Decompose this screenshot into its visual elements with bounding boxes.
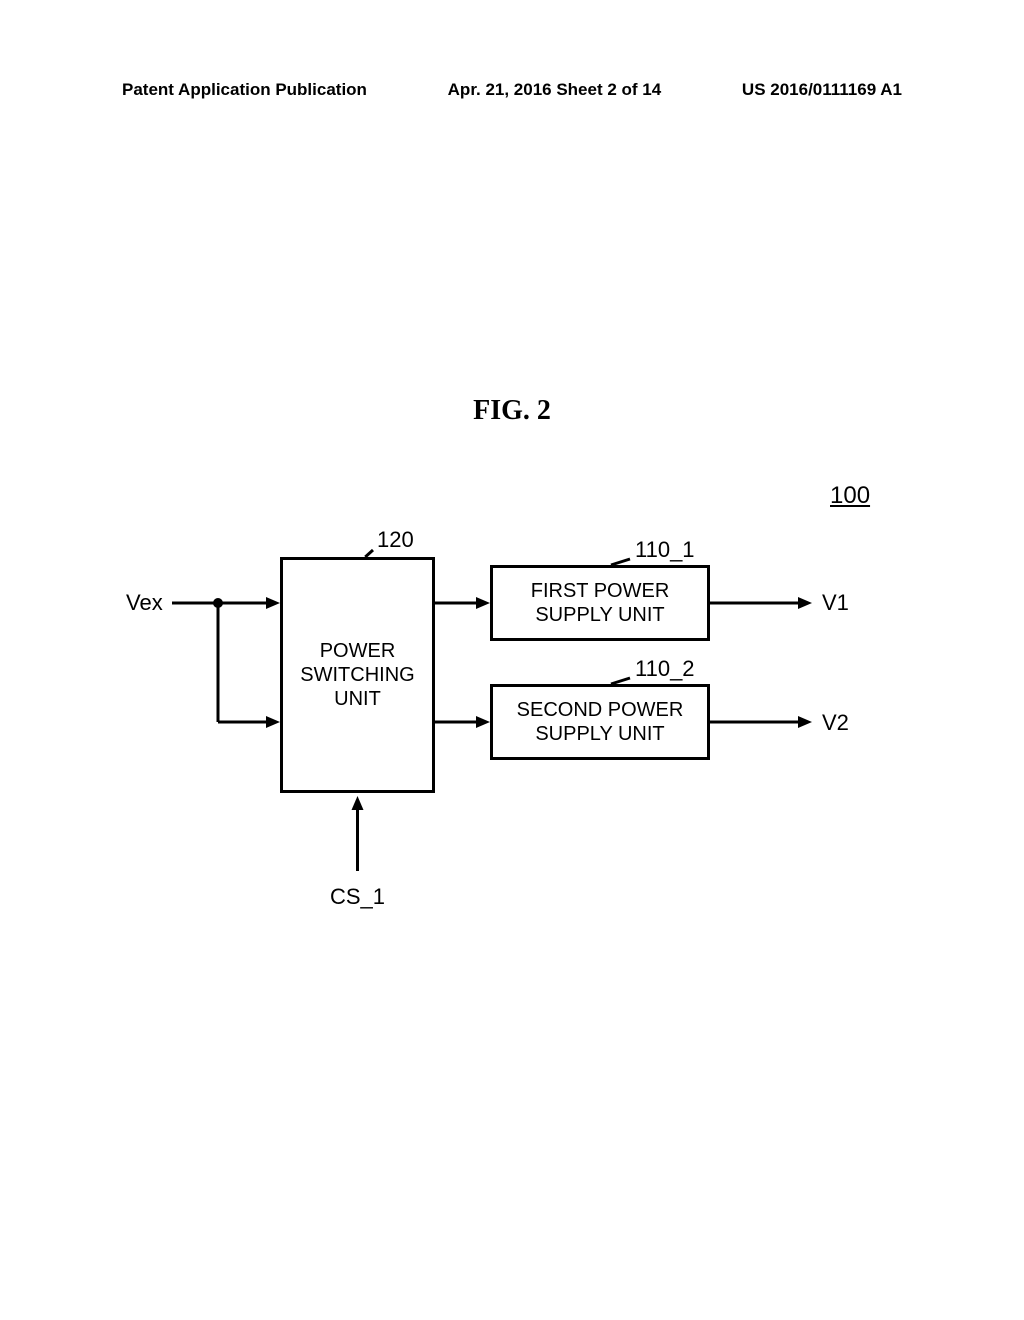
diagram-lines bbox=[0, 0, 1024, 1320]
first-power-supply-unit-block: FIRST POWER SUPPLY UNIT bbox=[490, 565, 710, 641]
figure-ref-number: 100 bbox=[830, 482, 870, 510]
label-cs1: CS_1 bbox=[330, 884, 385, 910]
second-power-supply-unit-label: SECOND POWER SUPPLY UNIT bbox=[517, 698, 684, 746]
header-right: US 2016/0111169 A1 bbox=[742, 80, 902, 100]
header-center: Apr. 21, 2016 Sheet 2 of 14 bbox=[448, 80, 662, 100]
ref-120: 120 bbox=[377, 527, 414, 553]
label-vex: Vex bbox=[126, 590, 163, 616]
ref-110-2: 110_2 bbox=[635, 656, 695, 682]
figure-title: FIG. 2 bbox=[0, 395, 1024, 427]
ref-110-1: 110_1 bbox=[635, 537, 695, 563]
page: Patent Application Publication Apr. 21, … bbox=[0, 0, 1024, 1320]
first-power-supply-unit-label: FIRST POWER SUPPLY UNIT bbox=[531, 579, 670, 627]
second-power-supply-unit-block: SECOND POWER SUPPLY UNIT bbox=[490, 684, 710, 760]
power-switching-unit-block: POWER SWITCHING UNIT bbox=[280, 557, 435, 793]
label-v1: V1 bbox=[822, 590, 849, 616]
header-left: Patent Application Publication bbox=[122, 80, 367, 100]
power-switching-unit-label: POWER SWITCHING UNIT bbox=[300, 639, 414, 711]
label-v2: V2 bbox=[822, 710, 849, 736]
header-row: Patent Application Publication Apr. 21, … bbox=[122, 80, 902, 100]
page-header: Patent Application Publication Apr. 21, … bbox=[0, 80, 1024, 100]
